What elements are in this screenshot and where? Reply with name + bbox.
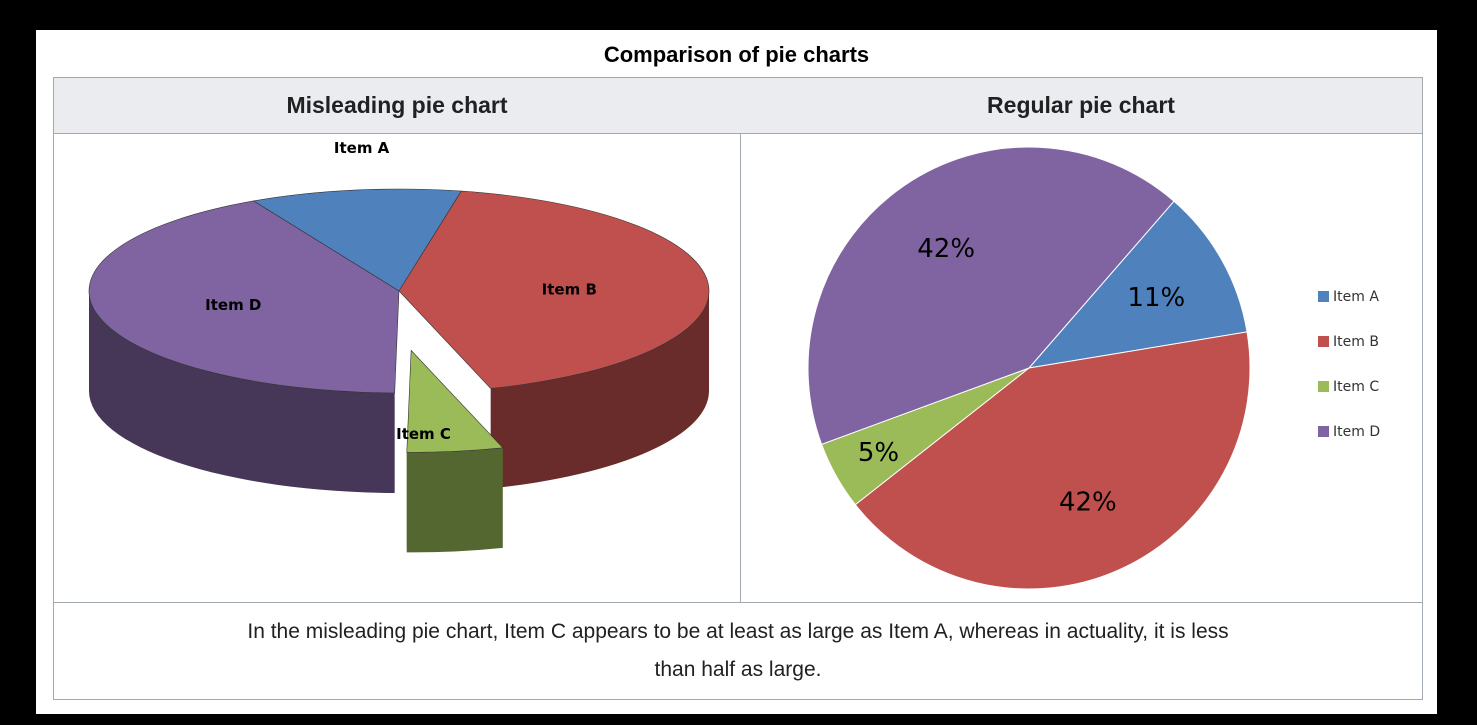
pie-3d-group bbox=[88, 188, 710, 553]
legend-swatch-item-b bbox=[1318, 336, 1329, 347]
category-label-item-a: Item A bbox=[334, 139, 390, 157]
legend-item-item-b: Item B bbox=[1333, 334, 1379, 350]
table-caption: In the misleading pie chart, Item C appe… bbox=[53, 602, 1423, 700]
wall-item-d bbox=[89, 291, 395, 493]
wall-item-c bbox=[406, 447, 503, 553]
slice-item-d bbox=[807, 146, 1175, 445]
legend-item-item-c: Item C bbox=[1333, 379, 1379, 395]
header-misleading: Misleading pie chart bbox=[53, 77, 741, 134]
category-label-item-b: Item B bbox=[542, 280, 597, 298]
data-label-item-a: 11% bbox=[1127, 283, 1185, 313]
top-item-d bbox=[88, 200, 400, 394]
regular-chart-cell: 11% 42% 5% 42% Item A Item B Item C Item D bbox=[740, 133, 1423, 603]
misleading-pie-chart: Item A Item B Item C Item D bbox=[88, 139, 710, 553]
slice-item-b bbox=[854, 331, 1251, 590]
misleading-chart-cell: Item A Item B Item C Item D bbox=[53, 133, 741, 603]
top-item-a bbox=[252, 188, 462, 292]
legend-item-item-d: Item D bbox=[1333, 424, 1380, 440]
table-title: Comparison of pie charts bbox=[603, 42, 870, 67]
data-label-item-d: 42% bbox=[917, 234, 975, 264]
category-label-item-c: Item C bbox=[396, 425, 451, 443]
legend-swatch-item-a bbox=[1318, 291, 1329, 302]
header-regular: Regular pie chart bbox=[740, 77, 1423, 134]
regular-pie-chart: 11% 42% 5% 42% Item A Item B Item C Item D bbox=[807, 146, 1380, 590]
top-item-c bbox=[406, 349, 504, 453]
category-label-item-d: Item D bbox=[205, 296, 261, 314]
legend-swatch-item-c bbox=[1318, 381, 1329, 392]
legend-item-item-a: Item A bbox=[1333, 289, 1379, 305]
wall-item-b bbox=[490, 291, 709, 489]
slice-item-a bbox=[1027, 200, 1248, 369]
data-label-item-c: 5% bbox=[858, 438, 899, 468]
data-label-item-b: 42% bbox=[1059, 487, 1117, 517]
legend-swatch-item-d bbox=[1318, 426, 1329, 437]
top-item-b bbox=[398, 190, 710, 389]
caption-text: In the misleading pie chart, Item C appe… bbox=[247, 619, 1229, 681]
comparison-table: Comparison of pie charts Misleading pie … bbox=[36, 30, 1437, 714]
